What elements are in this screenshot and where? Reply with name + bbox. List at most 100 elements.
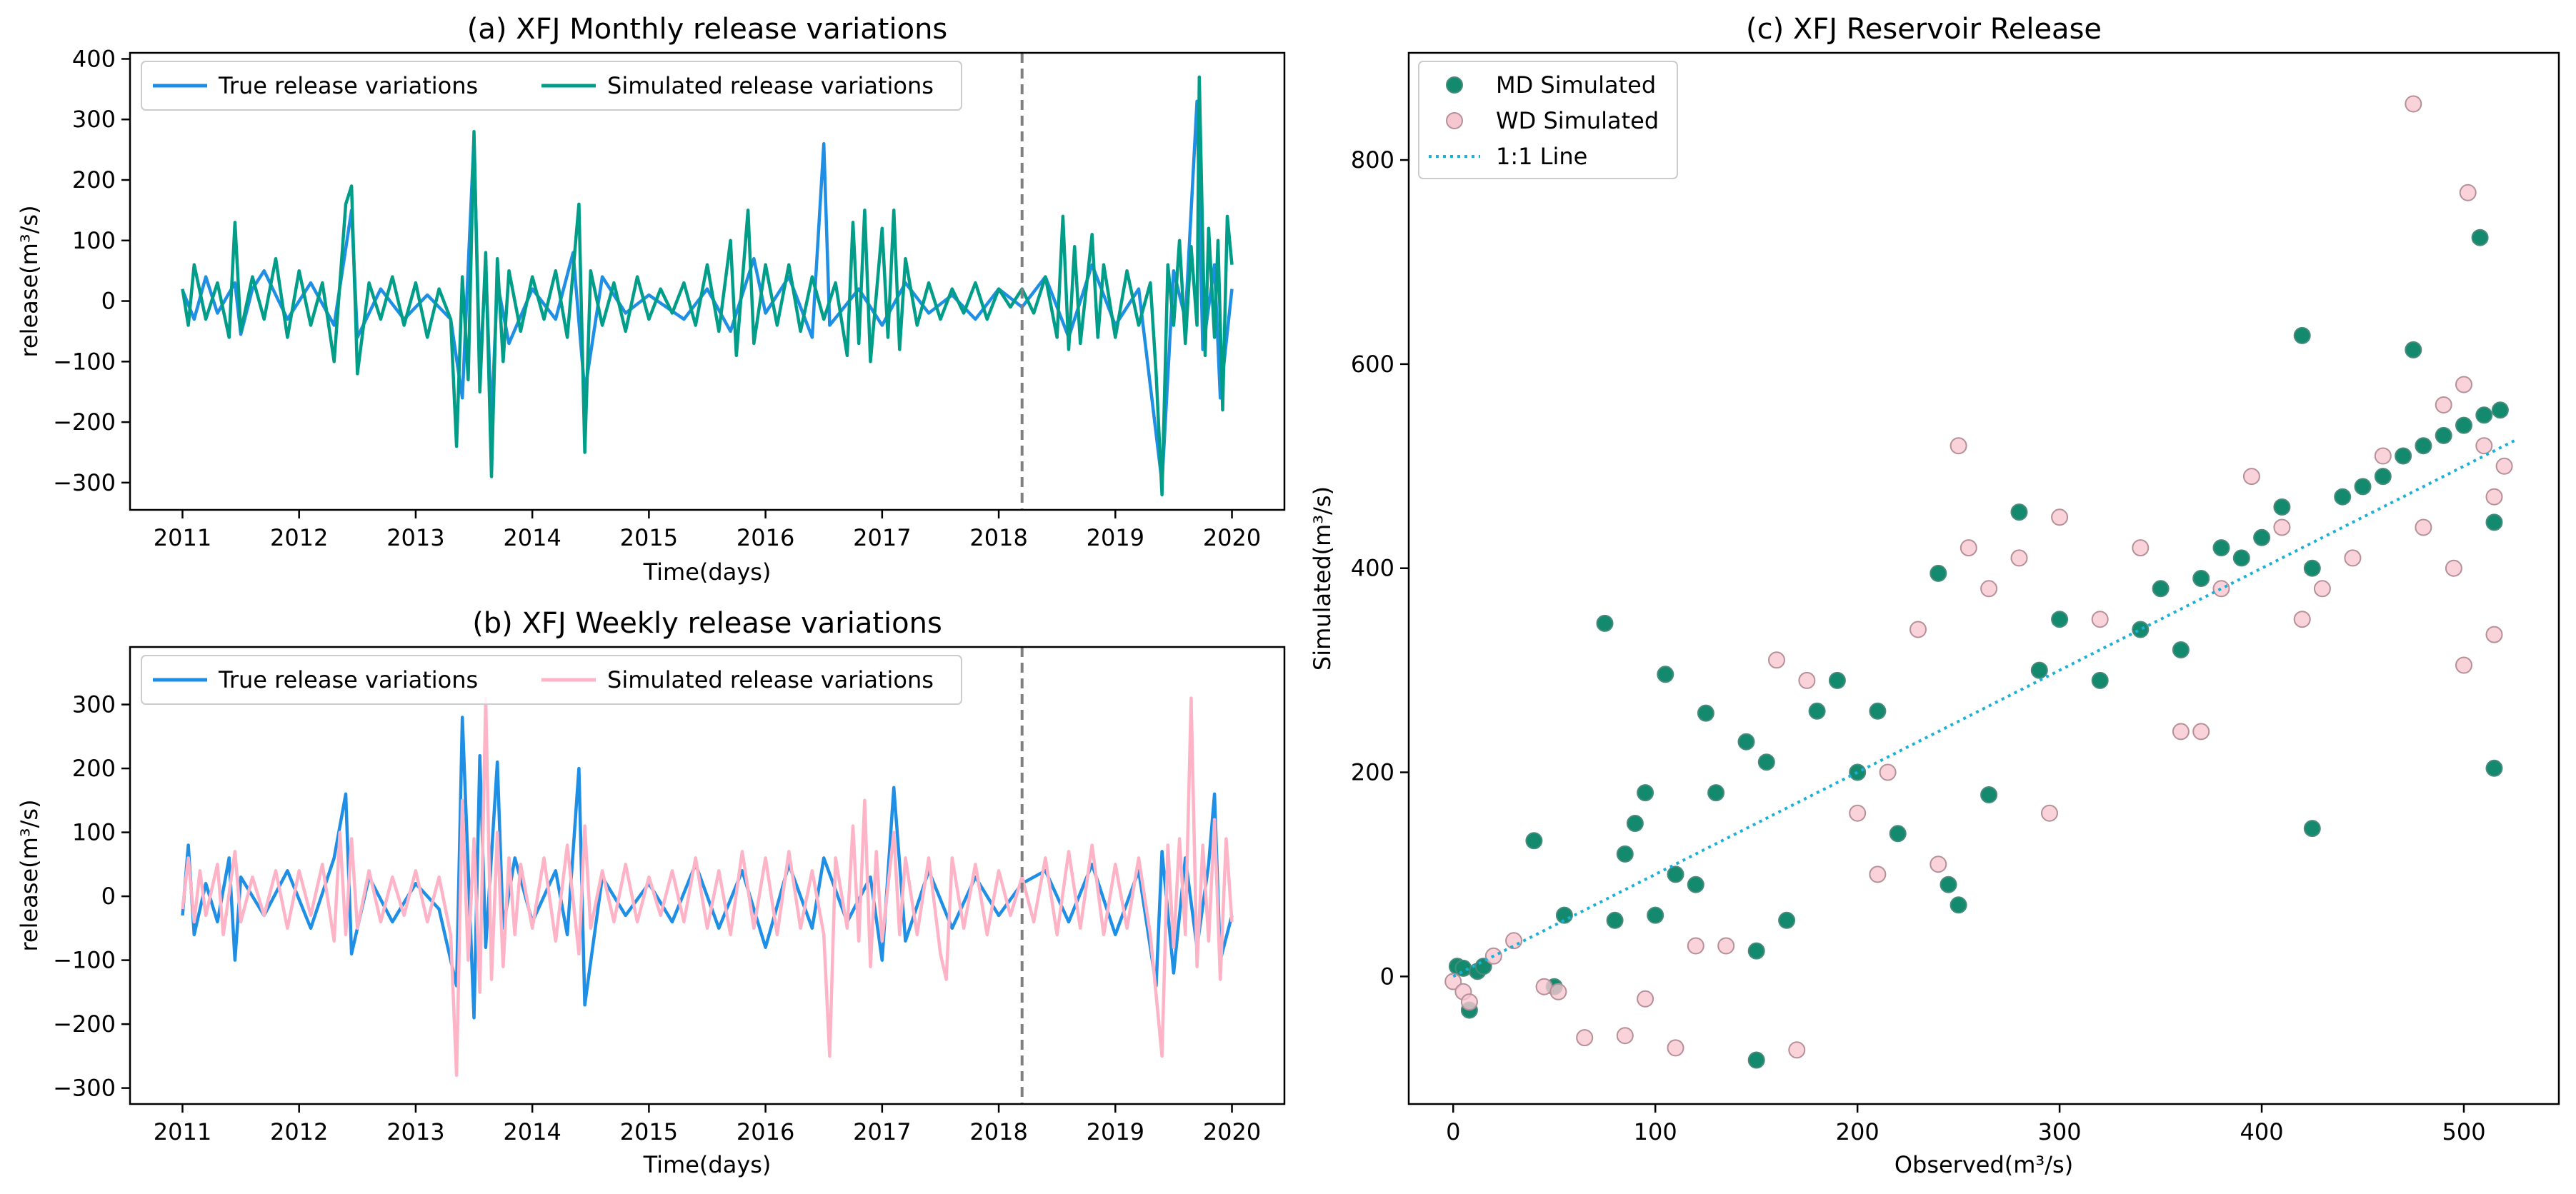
monthly-y-tick-label: 100: [72, 227, 116, 254]
legend-wd-marker: [1446, 112, 1463, 129]
md-point: [2405, 341, 2422, 358]
monthly-y-tick-label: 300: [72, 106, 116, 133]
wd-point: [2485, 626, 2503, 643]
scatter-chart: (c) XFJ Reservoir Release 0200400600800 …: [1309, 13, 2560, 1178]
md-point: [1747, 1051, 1765, 1069]
md-point: [1747, 942, 1765, 960]
md-point: [1757, 753, 1775, 771]
md-point: [1808, 702, 1826, 720]
monthly-y-tick-label: 200: [72, 166, 116, 194]
legend-md-marker: [1446, 76, 1463, 94]
wd-point: [2212, 580, 2230, 598]
wd-point: [1616, 1027, 1634, 1045]
monthly-x-tick-label: 2014: [503, 524, 561, 551]
legend-line-label: 1:1 Line: [1496, 143, 1587, 170]
scatter-points: [1444, 95, 2513, 1069]
md-point: [2395, 447, 2412, 465]
md-point: [1929, 564, 1947, 582]
md-point: [2491, 401, 2509, 419]
weekly-plot-frame: [129, 646, 1286, 1105]
wd-point: [1879, 763, 1897, 781]
weekly-y-axis-label: release(m³/s): [16, 799, 43, 951]
monthly-legend-sim-label: Simulated release variations: [607, 72, 934, 99]
scatter-x-ticks: 0 100 200 300 400 500: [1446, 1104, 2486, 1145]
scatter-x-axis-label: Observed(m³/s): [1894, 1151, 2073, 1178]
md-point: [2485, 513, 2503, 531]
scatter-legend-box: [1418, 61, 1678, 179]
legend-wd-label: WD Simulated: [1496, 107, 1659, 134]
md-point: [2303, 559, 2321, 577]
md-point: [1980, 786, 1998, 803]
weekly-x-tick-label: 2015: [620, 1118, 678, 1145]
weekly-x-tick-label: 2014: [503, 1118, 561, 1145]
md-point: [1667, 866, 1684, 883]
wd-point: [2445, 559, 2462, 577]
monthly-chart-title: (a) XFJ Monthly release variations: [467, 13, 948, 46]
md-point: [2485, 759, 2503, 777]
wd-point: [2374, 447, 2392, 465]
scatter-x-tick-label: 500: [2442, 1118, 2485, 1145]
weekly-x-tick-label: 2019: [1087, 1118, 1144, 1145]
wd-point: [2415, 518, 2432, 536]
md-point: [2212, 539, 2230, 557]
scatter-x-tick-label: 200: [1836, 1118, 1879, 1145]
wd-point: [2459, 184, 2477, 201]
wd-point: [1869, 866, 1887, 883]
md-point: [1606, 911, 1624, 929]
scatter-y-axis-label: Simulated(m³/s): [1309, 486, 1336, 671]
wd-point: [1535, 978, 1553, 995]
scatter-legend[interactable]: MD Simulated WD Simulated 1:1 Line: [1418, 61, 1678, 179]
wd-point: [1576, 1029, 1594, 1047]
md-point: [1950, 896, 1967, 914]
weekly-x-axis-label: Time(days): [643, 1151, 772, 1178]
weekly-y-tick-label: 0: [101, 883, 116, 910]
scatter-x-tick-label: 100: [1634, 1118, 1677, 1145]
wd-point: [2455, 656, 2472, 674]
md-point: [2172, 641, 2190, 658]
wd-point: [2485, 488, 2503, 506]
monthly-x-axis-label: Time(days): [643, 558, 772, 586]
wd-point: [2192, 723, 2210, 741]
wd-point: [2495, 457, 2513, 475]
wd-point: [1637, 990, 1654, 1008]
weekly-y-tick-label: −200: [53, 1010, 116, 1038]
md-point: [2435, 426, 2452, 444]
wd-point: [2344, 549, 2362, 567]
md-point: [2010, 503, 2028, 521]
md-point: [2354, 478, 2372, 496]
monthly-y-tick-label: −100: [53, 348, 116, 375]
wd-point: [1460, 993, 1478, 1011]
monthly-y-ticks: −300 −200 −100 0 100 200 300 400: [53, 45, 130, 496]
md-point: [1616, 845, 1634, 863]
md-point: [2455, 416, 2472, 434]
wd-point: [2041, 804, 2058, 822]
weekly-y-tick-label: −300: [53, 1075, 116, 1102]
monthly-chart: (a) XFJ Monthly release variations −300−…: [16, 13, 1286, 586]
wd-point: [1505, 932, 1523, 950]
md-point: [2334, 488, 2352, 506]
wd-point: [1788, 1041, 1806, 1059]
weekly-x-tick-label: 2018: [969, 1118, 1027, 1145]
monthly-y-axis-label: release(m³/s): [16, 205, 43, 357]
scatter-x-tick-label: 400: [2240, 1118, 2284, 1145]
weekly-legend[interactable]: True release variations Simulated releas…: [141, 655, 962, 705]
md-point: [2051, 611, 2069, 628]
wd-point: [2051, 508, 2069, 526]
weekly-y-tick-label: 300: [72, 691, 116, 718]
weekly-x-tick-label: 2016: [737, 1118, 794, 1145]
weekly-x-tick-label: 2017: [853, 1118, 911, 1145]
weekly-x-tick-label: 2013: [386, 1118, 444, 1145]
md-point: [1647, 906, 1664, 924]
md-point: [2303, 820, 2321, 838]
monthly-legend[interactable]: True release variations Simulated releas…: [141, 61, 962, 111]
wd-point: [1667, 1039, 1684, 1057]
scatter-y-tick-label: 800: [1351, 146, 1394, 174]
monthly-series-simulated-line: [181, 75, 1234, 497]
md-point: [1940, 876, 1957, 893]
wd-point: [1929, 856, 1947, 873]
monthly-y-tick-label: 0: [101, 288, 116, 315]
monthly-x-ticks: 2011 2012 2013 2014 2015 2016 2017 2018 2019 2020: [154, 510, 1261, 551]
md-point: [1596, 614, 1614, 632]
md-point: [2030, 661, 2048, 679]
